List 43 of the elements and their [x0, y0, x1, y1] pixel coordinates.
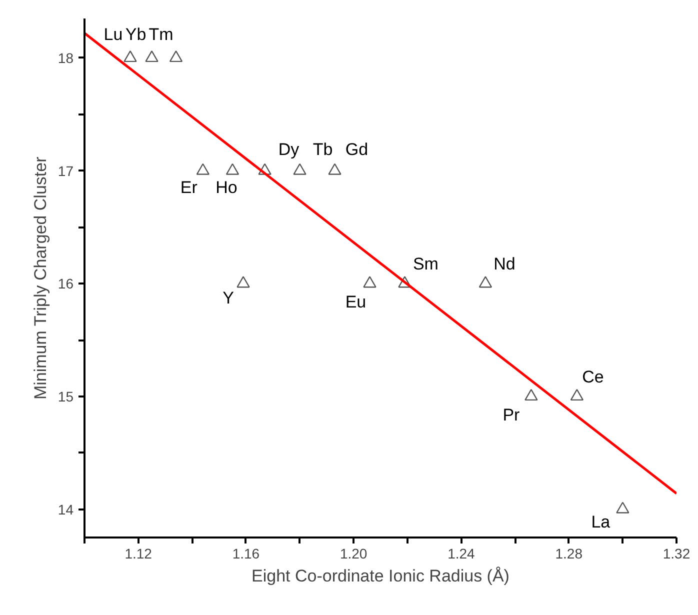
annotation: Er [180, 178, 198, 197]
annotation: Dy [278, 140, 300, 159]
annotation: Y [222, 288, 234, 308]
point [258, 163, 272, 175]
annotation: Nd [494, 254, 516, 274]
x-tick-label: 1.16 [232, 546, 260, 562]
point [196, 163, 210, 175]
text: 1.20 [340, 546, 368, 562]
point [124, 50, 137, 62]
x-tick-label: 1.24 [448, 546, 476, 562]
annotation: Tm [148, 24, 174, 44]
point [570, 388, 584, 401]
annotation: Gd [345, 140, 368, 159]
annotation: Pr [502, 405, 520, 424]
annotation: Yb [125, 24, 146, 44]
x-tick-label: 1.12 [124, 546, 152, 562]
point [236, 276, 250, 288]
point [616, 502, 630, 514]
annotation: Eu [345, 292, 366, 312]
annotation: Tb [312, 140, 333, 159]
x-axis-title: Eight Co-ordinate Ionic Radius (Å) [252, 566, 510, 586]
point [169, 50, 183, 62]
point [226, 163, 240, 175]
annotation: Ce [582, 367, 604, 386]
point [398, 276, 412, 288]
point [478, 276, 492, 288]
point [524, 388, 538, 401]
x-tick-label: 1.28 [555, 546, 583, 562]
y-axis-title: Minimum Triply Charged Cluster [30, 156, 50, 400]
y-tick-label: 18 [58, 50, 74, 66]
y-tick-label: 15 [58, 388, 74, 404]
point [328, 163, 342, 175]
annotation: La [591, 512, 611, 532]
y-tick-label: 14 [58, 501, 74, 518]
y-tick-label: 17 [58, 162, 74, 179]
point [363, 276, 376, 288]
y-tick-label: 16 [58, 276, 74, 292]
point [293, 163, 306, 175]
annotation: Sm [412, 254, 438, 274]
annotation: Lu [104, 24, 123, 44]
point [145, 50, 158, 62]
annotation: Ho [216, 178, 238, 197]
x-tick-label: 1.32 [662, 546, 690, 562]
